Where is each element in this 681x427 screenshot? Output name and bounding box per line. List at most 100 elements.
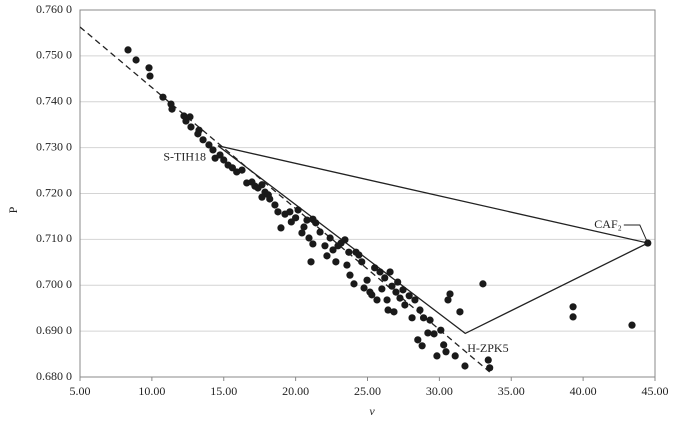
point [194, 130, 202, 138]
annotation-leader [623, 224, 649, 244]
y-tick-label: 0.750 0 [36, 48, 72, 62]
point [321, 242, 329, 250]
x-tick-label: 20.00 [282, 384, 309, 398]
point [300, 223, 308, 231]
point [159, 93, 167, 101]
point [486, 364, 494, 372]
x-tick-label: 10.00 [138, 384, 165, 398]
point [277, 224, 285, 232]
point [199, 136, 207, 144]
point [416, 306, 424, 314]
annotation-label: H-ZPK5 [467, 341, 508, 355]
point [628, 321, 636, 329]
point [386, 268, 394, 276]
point [405, 292, 413, 300]
point [216, 151, 224, 159]
point [292, 214, 300, 222]
point [358, 258, 366, 266]
point [316, 228, 324, 236]
point [220, 156, 228, 164]
point [401, 301, 409, 309]
y-tick-label: 0.710 0 [36, 231, 72, 245]
point [274, 208, 282, 216]
point [187, 123, 195, 131]
x-tick-label: 5.00 [70, 384, 91, 398]
point [444, 296, 452, 304]
annotation-label: S-TIH18 [163, 150, 206, 164]
point [371, 264, 379, 272]
point [350, 280, 358, 288]
point [440, 341, 448, 349]
point [419, 314, 428, 322]
y-tick-label: 0.740 0 [36, 94, 72, 108]
x-axis-title: ν [369, 404, 375, 418]
point [168, 105, 176, 113]
x-tick-label: 15.00 [210, 384, 237, 398]
point [383, 296, 391, 304]
point [461, 362, 469, 370]
point [376, 268, 384, 276]
point [345, 248, 353, 256]
point [442, 348, 450, 356]
x-tick-label: 35.00 [498, 384, 525, 398]
point [258, 181, 266, 189]
point [368, 291, 376, 299]
point [238, 166, 246, 174]
x-tick-label: 30.00 [426, 384, 453, 398]
point [392, 288, 400, 296]
point [569, 303, 577, 311]
point [294, 206, 302, 214]
point [146, 72, 154, 80]
annotation-label: CAF₂ [594, 217, 622, 231]
point [394, 278, 402, 286]
point [205, 141, 213, 149]
x-tick-label: 45.00 [642, 384, 669, 398]
x-tick-label: 40.00 [570, 384, 597, 398]
y-tick-label: 0.700 0 [36, 277, 72, 291]
point [271, 201, 279, 209]
point [373, 296, 381, 304]
y-tick-label: 0.680 0 [36, 369, 72, 383]
point [286, 208, 294, 216]
point [378, 285, 386, 293]
point [346, 271, 354, 279]
y-tick-label: 0.720 0 [36, 185, 72, 199]
point [363, 276, 371, 284]
point [437, 326, 445, 334]
point [341, 236, 349, 244]
point [343, 261, 351, 269]
point [298, 229, 306, 237]
point [433, 352, 441, 360]
point [451, 352, 459, 360]
y-tick-label: 0.690 0 [36, 323, 72, 337]
point [145, 64, 153, 72]
point [209, 146, 217, 154]
point [303, 216, 311, 224]
point [307, 258, 315, 266]
point [309, 240, 317, 248]
point [266, 195, 274, 203]
point [411, 296, 419, 304]
point [390, 308, 398, 316]
point [446, 290, 454, 298]
y-tick-label: 0.760 0 [36, 2, 72, 16]
point [360, 284, 368, 292]
point [484, 356, 492, 364]
point [323, 252, 331, 260]
point [414, 336, 422, 344]
point [424, 329, 432, 337]
point [258, 193, 266, 201]
point [388, 282, 396, 290]
point [124, 46, 132, 54]
point [182, 117, 190, 125]
point [408, 314, 416, 322]
point [384, 306, 392, 314]
y-axis-title: P [6, 206, 20, 213]
point [326, 234, 334, 242]
point [418, 342, 426, 350]
point [329, 246, 337, 254]
point [355, 251, 363, 259]
point [132, 56, 140, 64]
point [305, 234, 313, 242]
